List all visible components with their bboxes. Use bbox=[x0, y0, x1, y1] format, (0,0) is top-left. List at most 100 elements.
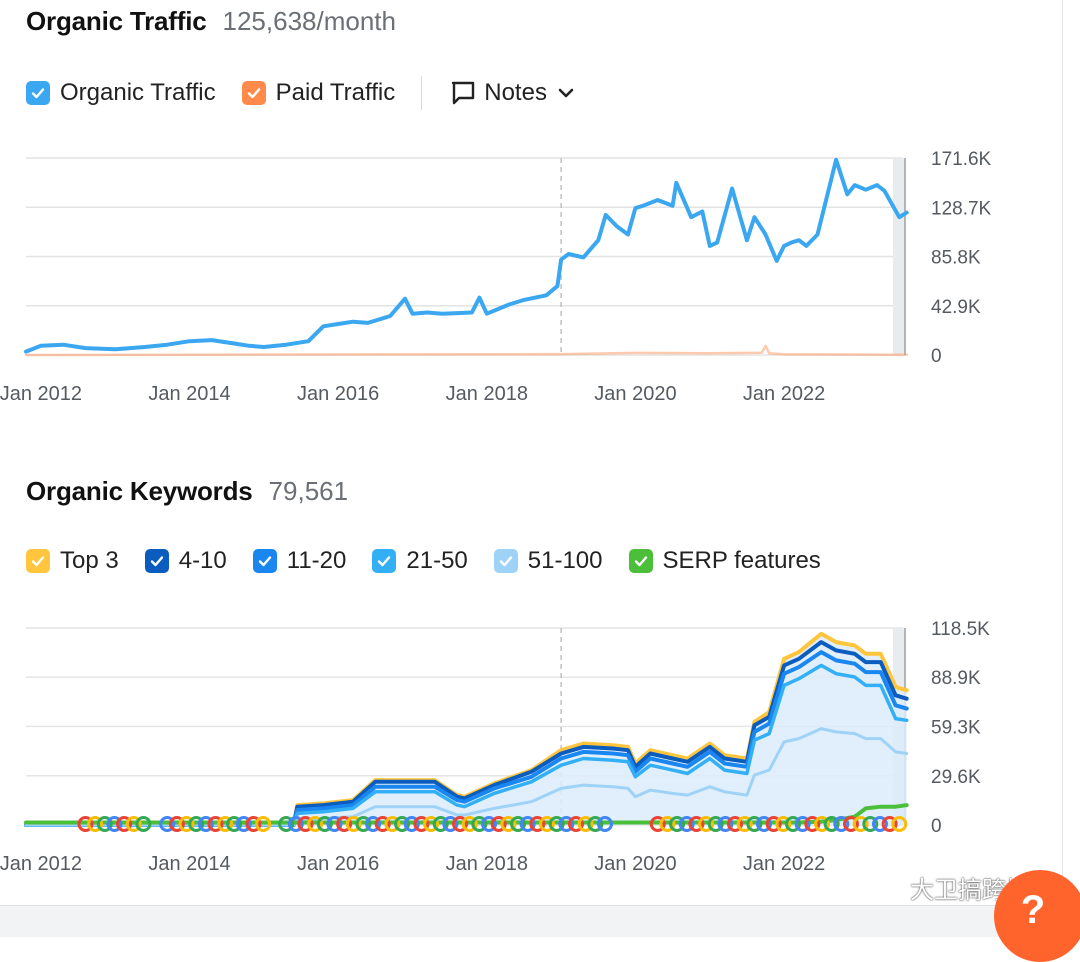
google-update-marker[interactable] bbox=[881, 816, 898, 832]
google-update-marker[interactable] bbox=[116, 816, 133, 832]
google-update-marker[interactable] bbox=[226, 816, 243, 832]
google-update-marker[interactable] bbox=[538, 816, 555, 832]
google-update-marker[interactable] bbox=[500, 816, 517, 832]
google-update-marker[interactable] bbox=[394, 816, 411, 832]
google-update-marker[interactable] bbox=[178, 816, 195, 832]
google-update-marker[interactable] bbox=[197, 816, 214, 832]
google-update-marker[interactable] bbox=[823, 816, 840, 832]
google-update-marker[interactable] bbox=[577, 816, 594, 832]
keywords-area bbox=[26, 633, 907, 825]
google-update-marker[interactable] bbox=[587, 816, 604, 832]
google-update-marker[interactable] bbox=[135, 816, 152, 832]
google-update-marker[interactable] bbox=[297, 816, 314, 832]
google-update-marker[interactable] bbox=[596, 816, 613, 832]
google-update-marker[interactable] bbox=[688, 816, 705, 832]
organic-traffic-checkbox[interactable] bbox=[26, 81, 50, 105]
legend-11-20[interactable]: 11-20 bbox=[252, 547, 346, 575]
google-update-marker[interactable] bbox=[891, 816, 908, 832]
google-update-marker[interactable] bbox=[403, 816, 420, 832]
google-update-marker[interactable] bbox=[813, 816, 830, 832]
google-update-marker[interactable] bbox=[785, 816, 802, 832]
google-update-marker[interactable] bbox=[159, 816, 176, 832]
google-update-marker[interactable] bbox=[188, 816, 205, 832]
google-update-marker[interactable] bbox=[678, 816, 695, 832]
google-update-marker[interactable] bbox=[519, 816, 536, 832]
google-update-marker[interactable] bbox=[490, 816, 507, 832]
google-update-marker[interactable] bbox=[423, 816, 440, 832]
google-update-marker[interactable] bbox=[413, 816, 430, 832]
google-update-marker[interactable] bbox=[481, 816, 498, 832]
y-tick-label: 171.6K bbox=[931, 149, 992, 170]
google-update-marker[interactable] bbox=[345, 816, 362, 832]
google-update-marker[interactable] bbox=[558, 816, 575, 832]
google-update-marker[interactable] bbox=[336, 816, 353, 832]
google-update-marker[interactable] bbox=[316, 816, 333, 832]
google-update-marker[interactable] bbox=[548, 816, 565, 832]
legend-checkbox[interactable] bbox=[252, 549, 277, 573]
google-update-marker[interactable] bbox=[77, 816, 94, 832]
google-update-marker[interactable] bbox=[245, 816, 262, 832]
legend-top-3[interactable]: Top 3 bbox=[26, 547, 119, 575]
google-update-marker[interactable] bbox=[794, 816, 811, 832]
google-update-marker[interactable] bbox=[746, 816, 763, 832]
google-update-marker[interactable] bbox=[278, 816, 295, 832]
google-update-marker[interactable] bbox=[125, 816, 142, 832]
google-update-marker[interactable] bbox=[765, 816, 782, 832]
google-update-marker[interactable] bbox=[365, 816, 382, 832]
organic-keywords-chart: 118.5K 88.9K 59.3K 29.6K 0 Jan 2012 Jan 2014 Ja… bbox=[0, 619, 990, 875]
google-update-marker[interactable] bbox=[326, 816, 343, 832]
google-update-marker[interactable] bbox=[717, 816, 734, 832]
google-update-marker[interactable] bbox=[432, 816, 449, 832]
legend-serp-features[interactable]: SERP features bbox=[628, 547, 821, 575]
legend-label: 21-50 bbox=[406, 547, 468, 574]
google-update-marker[interactable] bbox=[775, 816, 792, 832]
legend-4-10[interactable]: 4-10 bbox=[144, 547, 227, 575]
help-button[interactable]: ? bbox=[994, 870, 1080, 962]
google-update-marker[interactable] bbox=[442, 816, 459, 832]
google-update-marker[interactable] bbox=[355, 816, 372, 832]
paid-traffic-checkbox[interactable] bbox=[241, 81, 266, 105]
google-update-marker[interactable] bbox=[842, 816, 859, 832]
google-update-marker[interactable] bbox=[852, 816, 869, 832]
google-update-marker[interactable] bbox=[207, 816, 224, 832]
google-update-marker[interactable] bbox=[727, 816, 744, 832]
google-update-marker[interactable] bbox=[649, 816, 666, 832]
legend-organic-traffic[interactable]: Organic Traffic bbox=[26, 79, 216, 107]
google-update-marker[interactable] bbox=[529, 816, 546, 832]
google-update-marker[interactable] bbox=[567, 816, 584, 832]
google-update-marker[interactable] bbox=[471, 816, 488, 832]
google-update-marker[interactable] bbox=[106, 816, 123, 832]
legend-51-100[interactable]: 51-100 bbox=[493, 547, 603, 575]
google-update-marker[interactable] bbox=[461, 816, 478, 832]
legend-checkbox[interactable] bbox=[144, 549, 169, 573]
google-update-marker[interactable] bbox=[871, 816, 888, 832]
google-update-marker[interactable] bbox=[384, 816, 401, 832]
google-update-marker[interactable] bbox=[235, 816, 252, 832]
google-update-marker[interactable] bbox=[452, 816, 469, 832]
google-update-marker[interactable] bbox=[255, 816, 272, 832]
google-update-marker[interactable] bbox=[217, 816, 234, 832]
legend-checkbox[interactable] bbox=[628, 549, 653, 573]
google-update-marker[interactable] bbox=[659, 816, 676, 832]
google-update-marker[interactable] bbox=[736, 816, 753, 832]
google-update-marker[interactable] bbox=[707, 816, 724, 832]
google-update-marker[interactable] bbox=[287, 816, 304, 832]
legend-checkbox[interactable] bbox=[493, 549, 518, 573]
google-update-marker[interactable] bbox=[862, 816, 879, 832]
google-update-marker[interactable] bbox=[510, 816, 527, 832]
google-update-marker[interactable] bbox=[756, 816, 773, 832]
google-update-marker[interactable] bbox=[698, 816, 715, 832]
legend-paid-traffic[interactable]: Paid Traffic bbox=[241, 79, 395, 107]
legend-21-50[interactable]: 21-50 bbox=[372, 547, 468, 575]
google-update-marker[interactable] bbox=[374, 816, 391, 832]
google-update-marker[interactable] bbox=[804, 816, 821, 832]
notes-dropdown[interactable]: Notes bbox=[450, 79, 575, 107]
legend-checkbox[interactable] bbox=[26, 549, 50, 573]
google-update-marker[interactable] bbox=[833, 816, 850, 832]
google-update-marker[interactable] bbox=[669, 816, 686, 832]
legend-checkbox[interactable] bbox=[372, 549, 397, 573]
google-update-marker[interactable] bbox=[96, 816, 113, 832]
google-update-marker[interactable] bbox=[168, 816, 185, 832]
google-update-marker[interactable] bbox=[87, 816, 104, 832]
google-update-marker[interactable] bbox=[307, 816, 324, 832]
